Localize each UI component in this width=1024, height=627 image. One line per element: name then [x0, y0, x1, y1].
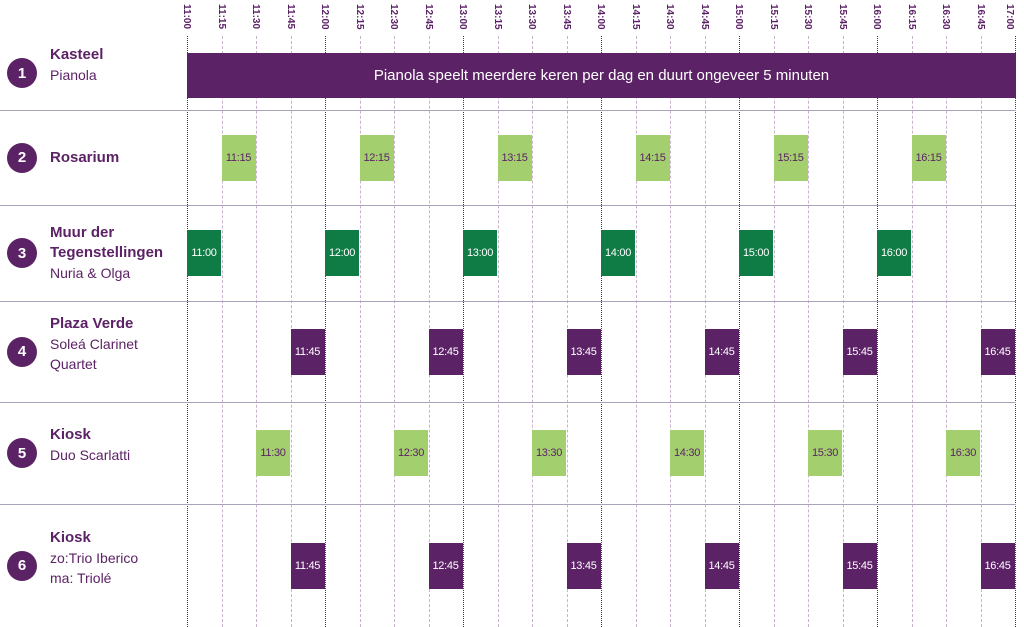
time-label: 11:45: [285, 4, 296, 30]
performance-slot[interactable]: 15:45: [842, 542, 877, 589]
row-number-badge: 3: [7, 238, 37, 268]
performance-slot[interactable]: 16:00: [877, 230, 911, 276]
performance-slot[interactable]: 11:45: [290, 542, 325, 589]
grid-line: [739, 36, 740, 627]
performance-slot[interactable]: 13:45: [566, 328, 601, 375]
pianola-banner: Pianola speelt meerdere keren per dag en…: [187, 53, 1016, 98]
time-label: 16:15: [906, 4, 917, 30]
time-label: 15:30: [802, 4, 814, 30]
time-label: 16:45: [975, 4, 986, 30]
location-title: Rosarium: [50, 148, 120, 166]
grid-line: [187, 36, 188, 627]
row-divider: [0, 504, 1016, 505]
time-label: 15:15: [768, 4, 779, 30]
performance-slot[interactable]: 14:15: [635, 134, 670, 181]
time-label: 13:15: [492, 4, 503, 30]
time-label: 14:30: [664, 4, 676, 30]
grid-line: [256, 36, 257, 627]
row-number-badge: 5: [7, 438, 37, 468]
grid-line: [359, 36, 361, 627]
performance-slot[interactable]: 13:30: [532, 430, 566, 476]
performer-name: Pianola: [50, 67, 97, 83]
grid-line: [911, 36, 913, 627]
performance-slot[interactable]: 12:45: [428, 328, 463, 375]
performer-name: Soleá Clarinet Quartet: [50, 335, 138, 372]
time-label: 12:00: [319, 4, 331, 30]
time-label: 11:00: [181, 4, 193, 30]
location-title: Muur der Tegenstellingen: [50, 224, 164, 261]
row-divider: [0, 301, 1016, 302]
performance-slot[interactable]: 12:00: [325, 230, 359, 276]
performance-slot[interactable]: 14:45: [704, 328, 739, 375]
performance-slot[interactable]: 15:45: [842, 328, 877, 375]
performance-slot[interactable]: 16:45: [980, 328, 1015, 375]
performance-slot[interactable]: 14:30: [670, 430, 704, 476]
performance-slot[interactable]: 15:00: [739, 230, 773, 276]
time-label: 11:30: [250, 4, 262, 30]
grid-line: [394, 36, 395, 627]
grid-line: [1015, 36, 1016, 627]
grid-line: [877, 36, 878, 627]
location-title: Kiosk: [50, 528, 91, 546]
grid-line: [463, 36, 464, 627]
performance-slot[interactable]: 11:30: [256, 430, 290, 476]
grid-line: [670, 36, 671, 627]
time-label: 13:00: [457, 4, 469, 30]
time-label: 13:30: [526, 4, 538, 30]
location-title: Plaza Verde: [50, 314, 134, 332]
performance-slot[interactable]: 14:00: [601, 230, 635, 276]
location-title: Kasteel: [50, 46, 104, 63]
time-label: 17:00: [1004, 4, 1016, 30]
performance-slot[interactable]: 13:45: [566, 542, 601, 589]
grid-line: [773, 36, 775, 627]
performance-slot[interactable]: 12:30: [394, 430, 428, 476]
grid-line: [532, 36, 533, 627]
time-label: 12:30: [388, 4, 400, 30]
performance-slot[interactable]: 16:15: [911, 134, 946, 181]
row-number-badge: 2: [7, 142, 37, 173]
grid-line: [497, 36, 499, 627]
grid-line: [325, 36, 326, 627]
performance-slot[interactable]: 11:15: [221, 134, 256, 181]
performance-slot[interactable]: 12:15: [359, 134, 394, 181]
time-label: 16:00: [871, 4, 883, 30]
performance-slot[interactable]: 16:45: [980, 542, 1015, 589]
row-divider: [0, 402, 1016, 403]
time-label: 15:00: [733, 4, 745, 30]
performance-slot[interactable]: 14:45: [704, 542, 739, 589]
row-divider: [0, 205, 1016, 206]
grid-line: [808, 36, 809, 627]
row-divider: [0, 110, 1016, 111]
grid-line: [221, 36, 223, 627]
grid-line: [635, 36, 637, 627]
grid-line: [946, 36, 947, 627]
performance-slot[interactable]: 11:00: [187, 230, 221, 276]
performer-name: Nuria & Olga: [50, 265, 131, 281]
performer-name: Duo Scarlatti: [50, 447, 131, 463]
performance-slot[interactable]: 16:30: [946, 430, 980, 476]
time-label: 15:45: [837, 4, 848, 30]
time-label: 13:45: [561, 4, 572, 30]
performance-slot[interactable]: 15:15: [773, 134, 808, 181]
time-label: 12:45: [423, 4, 434, 30]
time-label: 12:15: [354, 4, 365, 30]
time-label: 14:00: [595, 4, 607, 30]
row-number-badge: 4: [7, 336, 37, 367]
row-number-badge: 6: [7, 550, 37, 581]
grid-line: [601, 36, 602, 627]
performance-slot[interactable]: 13:15: [497, 134, 532, 181]
performer-name: zo:Trio Iberico ma: Triolé: [50, 549, 139, 586]
time-label: 14:15: [630, 4, 641, 30]
time-label: 11:15: [216, 4, 227, 30]
performance-slot[interactable]: 15:30: [808, 430, 842, 476]
time-label: 14:45: [699, 4, 710, 30]
row-number-badge: 1: [7, 58, 37, 88]
location-title: Kiosk: [50, 426, 91, 443]
performance-slot[interactable]: 11:45: [290, 328, 325, 375]
performance-slot[interactable]: 12:45: [428, 542, 463, 589]
time-label: 16:30: [940, 4, 952, 30]
performance-slot[interactable]: 13:00: [463, 230, 497, 276]
